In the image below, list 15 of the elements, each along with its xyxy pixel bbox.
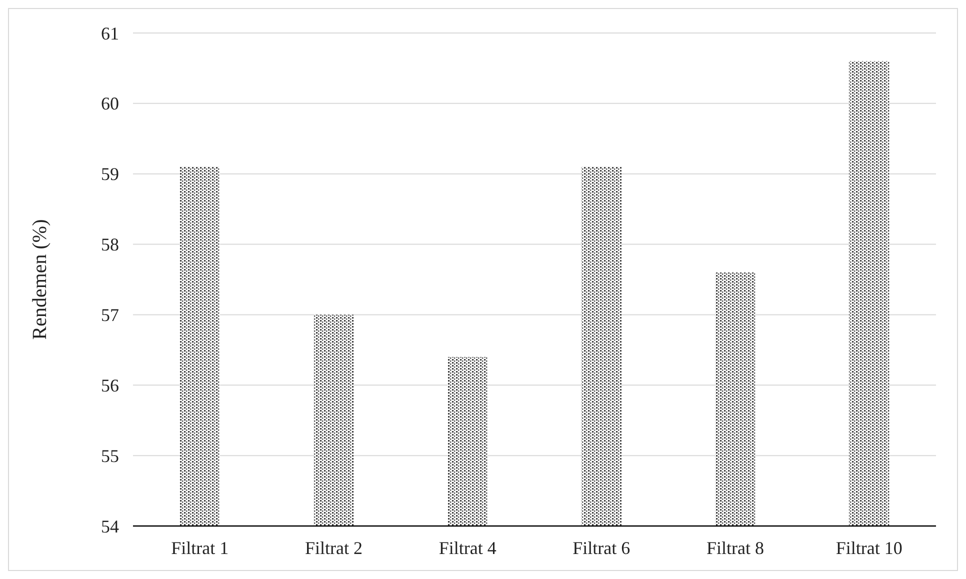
x-tick-label: Filtrat 2 <box>305 538 362 558</box>
y-tick-label: 55 <box>101 446 119 466</box>
x-tick-label: Filtrat 10 <box>836 538 902 558</box>
x-tick-label: Filtrat 6 <box>572 538 630 558</box>
x-tick-label: Filtrat 4 <box>438 538 496 558</box>
y-tick-label: 54 <box>101 516 119 536</box>
y-tick-label: 59 <box>101 164 119 184</box>
y-tick-label: 60 <box>101 94 119 114</box>
y-tick-label: 61 <box>101 23 119 44</box>
y-tick-label: 56 <box>101 375 119 396</box>
y-axis-title: Rendemen (%) <box>29 219 51 340</box>
x-tick-label: Filtrat 8 <box>706 538 764 558</box>
y-tick-label: 58 <box>101 234 119 255</box>
y-tick-label: 57 <box>101 305 119 326</box>
x-tick-label: Filtrat 1 <box>171 538 229 558</box>
